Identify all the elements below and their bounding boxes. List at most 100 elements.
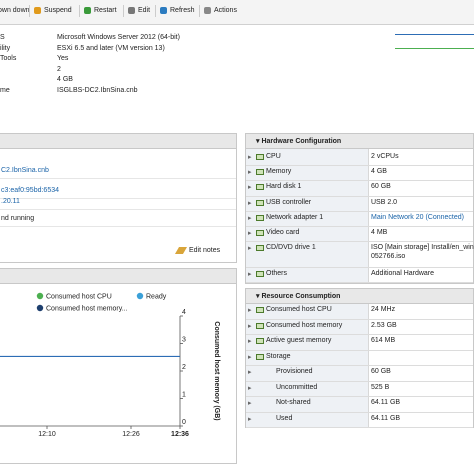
row-divider bbox=[246, 334, 473, 335]
toolbar-separator bbox=[199, 5, 200, 17]
legend-label: Consumed host memory... bbox=[46, 306, 128, 313]
row-icon bbox=[256, 307, 264, 313]
performance-panel bbox=[0, 268, 237, 464]
row-divider bbox=[246, 380, 473, 382]
expand-arrow: ▸ bbox=[248, 322, 252, 330]
y-tick-label: 2 bbox=[182, 364, 186, 371]
expand-arrow: ▸ bbox=[248, 245, 252, 253]
property-value: 60 GB bbox=[371, 183, 391, 191]
info-link[interactable]: c3:eaf0:95bd:6534 bbox=[1, 187, 59, 194]
property-label: Hard disk 1 bbox=[266, 183, 302, 191]
row-divider bbox=[246, 365, 473, 366]
row-divider bbox=[246, 411, 473, 413]
property-value: 2.53 GB bbox=[371, 321, 397, 329]
toolbar-icon bbox=[128, 7, 135, 14]
expand-arrow: ▸ bbox=[248, 199, 252, 207]
y-tick-label: 0 bbox=[182, 419, 186, 426]
toolbar-icon bbox=[84, 7, 91, 14]
info-link[interactable]: .20.11 bbox=[1, 198, 20, 205]
summary-value: 2 bbox=[57, 65, 61, 73]
property-label: Active guest memory bbox=[266, 337, 332, 344]
toolbar-button[interactable]: Suspend bbox=[44, 7, 72, 14]
panel-header: ▾ Hardware Configuration bbox=[246, 134, 473, 149]
row-divider bbox=[246, 282, 473, 284]
expand-arrow: ▸ bbox=[248, 169, 252, 177]
row-icon bbox=[256, 199, 264, 206]
info-link[interactable]: C2.IbnSina.cnb bbox=[1, 167, 49, 174]
toolbar-button[interactable]: own down bbox=[0, 7, 30, 14]
summary-label: S bbox=[0, 34, 5, 41]
toolbar-separator bbox=[79, 5, 80, 17]
property-value: 60 GB bbox=[371, 368, 391, 375]
toolbar-button[interactable]: Restart bbox=[94, 7, 117, 14]
y-tick-label: 3 bbox=[182, 337, 186, 344]
summary-value: 4 GB bbox=[57, 76, 73, 83]
property-label: Not-shared bbox=[276, 399, 311, 406]
property-label: Storage bbox=[266, 352, 291, 360]
property-value: 64.11 GB bbox=[371, 399, 401, 406]
label-column bbox=[246, 149, 369, 283]
row-icon bbox=[256, 169, 264, 176]
row-divider bbox=[0, 178, 236, 179]
toolbar-separator bbox=[29, 5, 30, 17]
toolbar-button[interactable]: Refresh bbox=[170, 7, 195, 14]
property-label: Network adapter 1 bbox=[266, 213, 324, 221]
expand-arrow: ▸ bbox=[248, 230, 252, 237]
hardware-panel: ▾ Hardware Configuration ▸ CPU 2 vCPUs ▸ Mem… bbox=[245, 133, 474, 284]
panel-header bbox=[0, 269, 236, 284]
property-label: USB controller bbox=[266, 198, 312, 206]
property-value: 2 vCPUs bbox=[371, 153, 399, 160]
row-divider bbox=[0, 209, 236, 210]
row-divider bbox=[246, 241, 473, 243]
legend-swatch bbox=[36, 292, 44, 300]
property-label: Used bbox=[276, 414, 293, 422]
row-icon bbox=[256, 245, 264, 252]
mini-chart-line bbox=[395, 48, 474, 49]
row-divider bbox=[246, 267, 473, 269]
property-value: 4 MB bbox=[371, 229, 388, 236]
row-icon bbox=[256, 353, 264, 360]
toolbar-icon bbox=[204, 7, 211, 14]
info-text: nd running bbox=[1, 215, 35, 222]
row-icon bbox=[256, 271, 264, 278]
property-label: Consumed host CPU bbox=[266, 306, 332, 313]
expand-arrow: ▸ bbox=[248, 384, 252, 392]
row-divider bbox=[246, 165, 473, 167]
toolbar-button[interactable]: Actions bbox=[214, 7, 237, 14]
expand-arrow: ▸ bbox=[248, 154, 252, 161]
expand-arrow: ▸ bbox=[248, 184, 252, 192]
mini-chart-line bbox=[395, 34, 474, 35]
property-value: 052766.iso bbox=[371, 253, 406, 261]
summary-label: me bbox=[0, 86, 10, 94]
resource-panel: ▾ Resource Consumption ▸ Consumed host CP… bbox=[245, 288, 474, 428]
summary-value: ESXi 6.5 and later (VM version 13) bbox=[57, 44, 165, 52]
expand-arrow: ▸ bbox=[248, 271, 252, 279]
summary-label: Tools bbox=[0, 55, 17, 62]
performance-chart: Consumed host CPU Ready Consumed host memo… bbox=[0, 292, 220, 438]
row-divider bbox=[0, 226, 236, 227]
legend-swatch bbox=[36, 304, 44, 312]
row-divider bbox=[246, 427, 473, 428]
property-label: CPU bbox=[266, 153, 281, 160]
row-divider bbox=[246, 318, 473, 320]
row-icon bbox=[256, 184, 264, 191]
expand-arrow: ▸ bbox=[248, 307, 252, 314]
notes-panel: C2.IbnSina.cnb c3:eaf0:95bd:6534 .20.11 nd … bbox=[0, 133, 237, 263]
network-link[interactable]: Main Network 20 (Connected) bbox=[371, 213, 464, 221]
toolbar-icon bbox=[34, 7, 41, 14]
edit-notes-button[interactable]: Edit notes bbox=[189, 247, 221, 254]
row-divider bbox=[246, 210, 473, 212]
expand-arrow: ▸ bbox=[248, 415, 252, 423]
toolbar-button[interactable]: Edit bbox=[138, 7, 151, 14]
property-value: 24 MHz bbox=[371, 306, 396, 313]
legend-swatch bbox=[136, 292, 144, 300]
expand-arrow: ▸ bbox=[248, 214, 252, 222]
property-label: CD/DVD drive 1 bbox=[266, 244, 316, 252]
legend-label: Ready bbox=[146, 294, 167, 301]
panel-header bbox=[0, 134, 236, 149]
property-label: Uncommitted bbox=[276, 383, 318, 391]
toolbar-separator bbox=[123, 5, 124, 17]
summary-value: Yes bbox=[57, 55, 69, 62]
summary-label: ility bbox=[0, 44, 11, 52]
